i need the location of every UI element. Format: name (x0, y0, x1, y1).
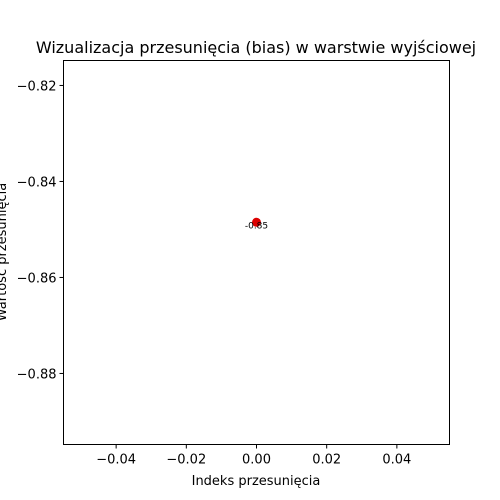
plot-area-frame (63, 60, 450, 445)
x-tick-label: 0.04 (382, 453, 411, 468)
y-axis-label: Wartość przesunięcia (0, 183, 10, 321)
x-tick-label: −0.04 (96, 453, 136, 468)
y-tick-label: −0.84 (17, 175, 57, 190)
y-axis-ticks: −0.82 −0.84 −0.86 −0.88 (17, 79, 64, 382)
y-tick-label: −0.82 (17, 79, 57, 94)
data-point (252, 217, 261, 227)
y-tick-label: −0.88 (17, 367, 57, 382)
x-axis-ticks: −0.04 −0.02 0.00 0.02 0.04 (96, 444, 411, 468)
data-point-label: -0.85 (245, 221, 268, 231)
x-axis-label: Indeks przesunięcia (192, 474, 321, 489)
data-points: -0.85 (245, 217, 268, 231)
x-tick-label: 0.00 (242, 453, 271, 468)
chart-title: Wizualizacja przesunięcia (bias) w warst… (36, 38, 476, 57)
x-tick-label: −0.02 (166, 453, 206, 468)
y-tick-label: −0.86 (17, 271, 57, 286)
x-tick-label: 0.02 (312, 453, 341, 468)
